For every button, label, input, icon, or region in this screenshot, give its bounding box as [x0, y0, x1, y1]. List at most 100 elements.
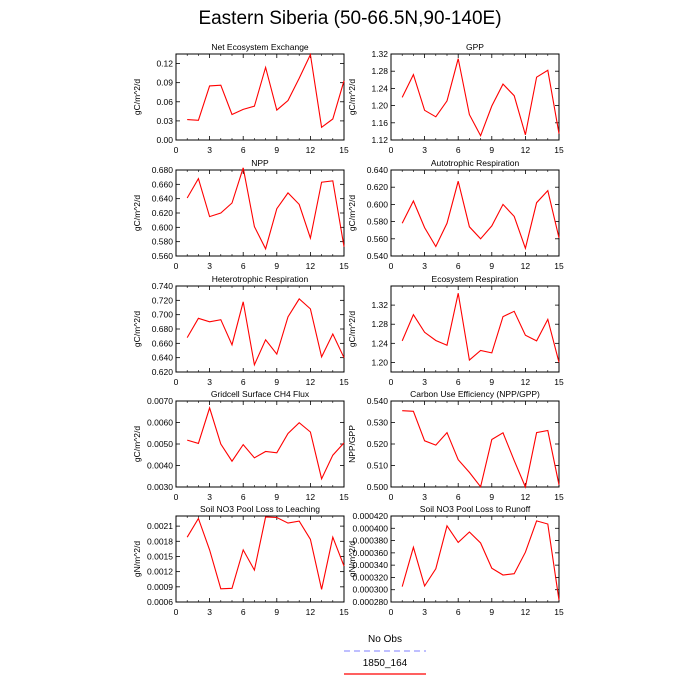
y-axis-label: gC/m^2/d [132, 426, 142, 462]
chart-panel-5: Heterotrophic Respiration 0 3 6 9 12 15 0.620 0.… [132, 274, 349, 387]
x-tick-label: 9 [274, 145, 279, 155]
y-tick-label: 1.32 [371, 300, 388, 310]
x-tick-label: 6 [456, 261, 461, 271]
y-tick-label: 0.620 [152, 208, 174, 218]
x-tick-label: 12 [521, 261, 531, 271]
series-line [187, 406, 345, 481]
series-line [401, 181, 560, 251]
x-tick-label: 12 [521, 377, 531, 387]
y-tick-label: 0.640 [152, 353, 174, 363]
y-tick-label: 0.700 [152, 310, 174, 320]
x-tick-label: 15 [554, 145, 564, 155]
y-tick-label: 0.03 [156, 116, 173, 126]
x-tick-label: 6 [456, 145, 461, 155]
x-tick-label: 12 [306, 261, 316, 271]
y-tick-label: 0.580 [152, 237, 174, 247]
x-tick-label: 6 [241, 261, 246, 271]
y-tick-label: 0.540 [367, 251, 389, 261]
x-tick-label: 9 [489, 492, 494, 502]
y-axis-label: gC/m^2/d [347, 79, 357, 115]
series-line [186, 516, 345, 590]
y-tick-label: 0.620 [367, 182, 389, 192]
y-tick-label: 1.20 [371, 101, 388, 111]
plot-frame [175, 169, 345, 257]
y-tick-label: 0.06 [156, 97, 173, 107]
panel-title: Soil NO3 Pool Loss to Leaching [200, 504, 320, 514]
y-tick-label: 0.0050 [147, 439, 173, 449]
y-tick-label: 1.12 [371, 135, 388, 145]
plot-frame [390, 53, 560, 141]
y-tick-label: 1.24 [371, 83, 388, 93]
x-tick-label: 9 [489, 377, 494, 387]
x-tick-label: 0 [174, 607, 179, 617]
x-tick-label: 3 [207, 261, 212, 271]
x-tick-label: 9 [489, 261, 494, 271]
x-tick-label: 6 [241, 145, 246, 155]
x-tick-label: 0 [389, 492, 394, 502]
y-axis-label: gC/m^2/d [347, 195, 357, 231]
y-tick-label: 1.24 [371, 338, 388, 348]
x-tick-label: 3 [207, 492, 212, 502]
y-tick-label: 0.600 [152, 222, 174, 232]
x-tick-label: 0 [174, 145, 179, 155]
y-tick-label: 0.620 [152, 367, 174, 377]
y-tick-label: 0.530 [367, 418, 389, 428]
y-tick-label: 0.0070 [147, 396, 173, 406]
y-tick-label: 0.000420 [353, 511, 389, 521]
x-tick-label: 6 [456, 607, 461, 617]
x-tick-label: 3 [422, 261, 427, 271]
y-axis-label: gC/m^2/d [347, 311, 357, 347]
series-line [186, 298, 345, 367]
panel-title: Gridcell Surface CH4 Flux [211, 389, 310, 399]
x-tick-label: 9 [489, 607, 494, 617]
x-tick-label: 12 [306, 377, 316, 387]
x-tick-label: 9 [274, 607, 279, 617]
y-tick-label: 0.660 [152, 338, 174, 348]
y-tick-label: 0.000340 [353, 560, 389, 570]
y-tick-label: 0.680 [152, 165, 174, 175]
x-tick-label: 3 [422, 492, 427, 502]
chart-panel-10: Soil NO3 Pool Loss to Runoff 0 3 6 9 12 15 0.00… [347, 504, 564, 617]
series-line [401, 293, 560, 363]
x-tick-label: 15 [339, 145, 349, 155]
y-tick-label: 0.740 [152, 281, 174, 291]
y-tick-label: 1.28 [371, 319, 388, 329]
x-tick-label: 15 [339, 261, 349, 271]
panel-title: NPP [251, 158, 269, 168]
x-tick-label: 12 [521, 492, 531, 502]
y-tick-label: 0.560 [152, 251, 174, 261]
x-tick-label: 3 [207, 145, 212, 155]
chart-panel-1: Net Ecosystem Exchange 0 3 6 9 12 15 0.00 0.03 0.… [132, 42, 349, 155]
x-tick-label: 9 [274, 377, 279, 387]
panel-title: Net Ecosystem Exchange [211, 42, 309, 52]
panel-title: GPP [466, 42, 484, 52]
y-tick-label: 0.09 [156, 78, 173, 88]
y-tick-label: 0.000280 [353, 597, 389, 607]
x-tick-label: 15 [339, 492, 349, 502]
x-tick-label: 3 [422, 377, 427, 387]
y-tick-label: 0.000380 [353, 536, 389, 546]
x-tick-label: 3 [422, 607, 427, 617]
x-tick-label: 15 [339, 377, 349, 387]
plot-frame [390, 515, 560, 603]
series-line [401, 58, 560, 138]
y-tick-label: 0.540 [367, 396, 389, 406]
chart-panel-8: Carbon Use Efficiency (NPP/GPP) 0 3 6 9 12 15 0… [347, 389, 564, 502]
series-line [187, 52, 345, 129]
x-tick-label: 9 [489, 145, 494, 155]
x-tick-label: 12 [521, 145, 531, 155]
panel-title: Ecosystem Respiration [432, 274, 519, 284]
y-tick-label: 1.20 [371, 357, 388, 367]
y-axis-label: gC/m^2/d [132, 195, 142, 231]
x-tick-label: 15 [554, 492, 564, 502]
legend-entry-series-label: 1850_164 [362, 658, 408, 669]
x-tick-label: 12 [306, 607, 316, 617]
panel-title: Carbon Use Efficiency (NPP/GPP) [410, 389, 540, 399]
y-tick-label: 0.0009 [147, 582, 173, 592]
chart-panel-6: Ecosystem Respiration 0 3 6 9 12 15 1.20 1.24 1.2… [347, 274, 564, 387]
plot-frame [175, 285, 345, 373]
y-tick-label: 0.0060 [147, 418, 173, 428]
y-tick-label: 0.510 [367, 461, 389, 471]
panel-title: Heterotrophic Respiration [212, 274, 309, 284]
y-tick-label: 0.520 [367, 439, 389, 449]
